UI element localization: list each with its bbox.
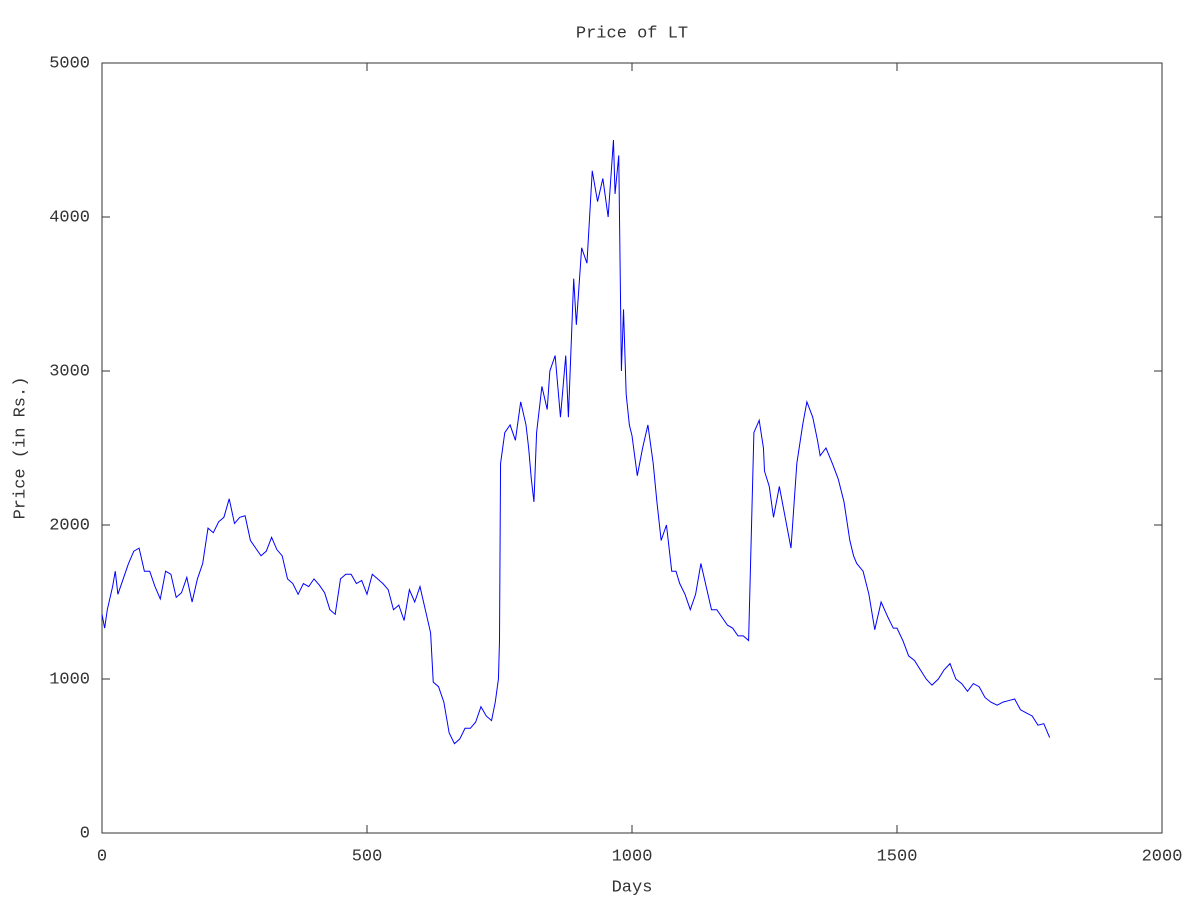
- x-tick-label: 1000: [612, 847, 653, 866]
- y-tick-label: 5000: [49, 54, 90, 73]
- x-tick-label: 1500: [877, 847, 918, 866]
- y-tick-label: 4000: [49, 208, 90, 227]
- x-axis-label: Days: [612, 878, 653, 897]
- y-tick-label: 0: [80, 824, 90, 843]
- x-tick-label: 500: [352, 847, 383, 866]
- y-tick-label: 1000: [49, 670, 90, 689]
- price-line: [101, 139, 1051, 745]
- x-tick-label: 2000: [1142, 847, 1183, 866]
- y-tick-label: 3000: [49, 362, 90, 381]
- x-tick-label: 0: [97, 847, 107, 866]
- y-tick-label: 2000: [49, 516, 90, 535]
- chart-title: Price of LT: [576, 24, 688, 43]
- y-axis-label: Price (in Rs.): [11, 377, 30, 520]
